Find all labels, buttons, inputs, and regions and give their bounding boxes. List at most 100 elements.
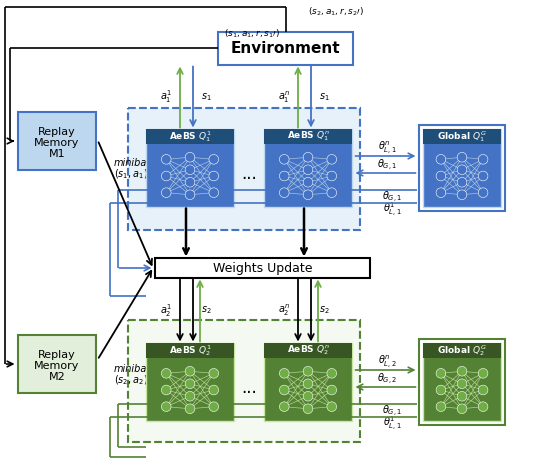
FancyBboxPatch shape [128, 108, 360, 230]
Text: Global $Q_1^G$: Global $Q_1^G$ [437, 129, 487, 144]
Circle shape [185, 165, 195, 175]
Text: $\theta_{L,1}^1$: $\theta_{L,1}^1$ [383, 201, 402, 219]
Text: $a_1^n$: $a_1^n$ [278, 89, 290, 105]
Text: Replay: Replay [38, 350, 76, 360]
Circle shape [209, 368, 218, 378]
Circle shape [457, 391, 467, 401]
Circle shape [436, 154, 446, 164]
Circle shape [436, 385, 446, 395]
Circle shape [185, 190, 195, 200]
FancyBboxPatch shape [264, 129, 352, 144]
Circle shape [327, 171, 337, 181]
Circle shape [161, 368, 171, 378]
Circle shape [478, 402, 488, 412]
Text: $\theta_{G,1}$: $\theta_{G,1}$ [382, 189, 403, 205]
Circle shape [279, 402, 289, 412]
Circle shape [303, 391, 313, 401]
Circle shape [279, 385, 289, 395]
Text: AeBS $Q_1^1$: AeBS $Q_1^1$ [169, 129, 211, 144]
Text: $\theta_{L,1}^1$: $\theta_{L,1}^1$ [383, 415, 402, 433]
FancyBboxPatch shape [18, 112, 96, 170]
Text: Global $Q_2^G$: Global $Q_2^G$ [437, 343, 487, 358]
Circle shape [185, 404, 195, 414]
Circle shape [209, 154, 218, 164]
Circle shape [209, 402, 218, 412]
Circle shape [457, 177, 467, 187]
Circle shape [436, 368, 446, 378]
Text: Weights Update: Weights Update [213, 261, 312, 274]
Circle shape [185, 379, 195, 389]
Circle shape [185, 177, 195, 187]
Text: Replay: Replay [38, 127, 76, 137]
Circle shape [457, 190, 467, 200]
FancyBboxPatch shape [146, 129, 234, 207]
Circle shape [185, 391, 195, 401]
Circle shape [457, 379, 467, 389]
Text: M2: M2 [48, 372, 65, 382]
Circle shape [209, 385, 218, 395]
FancyBboxPatch shape [218, 32, 353, 65]
Text: Environment: Environment [230, 41, 340, 56]
FancyBboxPatch shape [264, 343, 352, 358]
FancyBboxPatch shape [146, 129, 234, 144]
Text: $a_1^1$: $a_1^1$ [160, 89, 172, 106]
Circle shape [478, 385, 488, 395]
Circle shape [478, 188, 488, 197]
Text: $s_1$: $s_1$ [319, 91, 329, 103]
Circle shape [303, 366, 313, 376]
FancyBboxPatch shape [264, 129, 352, 207]
Circle shape [161, 171, 171, 181]
Circle shape [161, 385, 171, 395]
FancyBboxPatch shape [423, 129, 501, 144]
Circle shape [327, 402, 337, 412]
Circle shape [436, 188, 446, 197]
Circle shape [457, 366, 467, 376]
Circle shape [279, 171, 289, 181]
FancyBboxPatch shape [128, 320, 360, 442]
Circle shape [279, 188, 289, 197]
Circle shape [185, 366, 195, 376]
Text: Memory: Memory [34, 138, 80, 148]
Text: $s_2$: $s_2$ [201, 305, 212, 316]
Circle shape [327, 188, 337, 197]
FancyBboxPatch shape [146, 343, 234, 421]
Text: Memory: Memory [34, 361, 80, 371]
Circle shape [185, 153, 195, 162]
Circle shape [303, 165, 313, 175]
Circle shape [161, 188, 171, 197]
FancyBboxPatch shape [423, 343, 501, 421]
Text: M1: M1 [49, 149, 65, 159]
Text: $\theta_{G,1}$: $\theta_{G,1}$ [382, 403, 403, 419]
Text: $\theta_{G,2}$: $\theta_{G,2}$ [377, 372, 398, 387]
Text: minibatch: minibatch [114, 158, 163, 168]
FancyBboxPatch shape [146, 343, 234, 358]
Circle shape [457, 165, 467, 175]
Text: $s_1$: $s_1$ [201, 91, 212, 103]
Text: $(s_1, a_1, r, s_1\prime)$: $(s_1, a_1, r, s_1\prime)$ [224, 28, 280, 41]
Text: minibatch: minibatch [114, 364, 163, 374]
Circle shape [161, 154, 171, 164]
Circle shape [209, 171, 218, 181]
Text: ...: ... [241, 165, 257, 183]
Text: $\theta_{L,1}^n$: $\theta_{L,1}^n$ [378, 140, 397, 156]
Text: $\theta_{G,1}$: $\theta_{G,1}$ [377, 158, 398, 172]
Text: $a_2^n$: $a_2^n$ [278, 303, 290, 318]
Circle shape [478, 171, 488, 181]
Text: $s_2$: $s_2$ [319, 305, 329, 316]
Text: ...: ... [241, 379, 257, 397]
Circle shape [279, 154, 289, 164]
Circle shape [279, 368, 289, 378]
Circle shape [209, 188, 218, 197]
Text: AeBS $Q_2^n$: AeBS $Q_2^n$ [287, 344, 329, 357]
Circle shape [436, 402, 446, 412]
Circle shape [457, 153, 467, 162]
Circle shape [327, 385, 337, 395]
Circle shape [161, 402, 171, 412]
Circle shape [303, 379, 313, 389]
Text: AeBS $Q_2^1$: AeBS $Q_2^1$ [169, 343, 211, 358]
Text: $(s_2, a_1, r, s_2\prime)$: $(s_2, a_1, r, s_2\prime)$ [307, 6, 364, 18]
Circle shape [436, 171, 446, 181]
Circle shape [303, 153, 313, 162]
Circle shape [327, 154, 337, 164]
Circle shape [327, 368, 337, 378]
